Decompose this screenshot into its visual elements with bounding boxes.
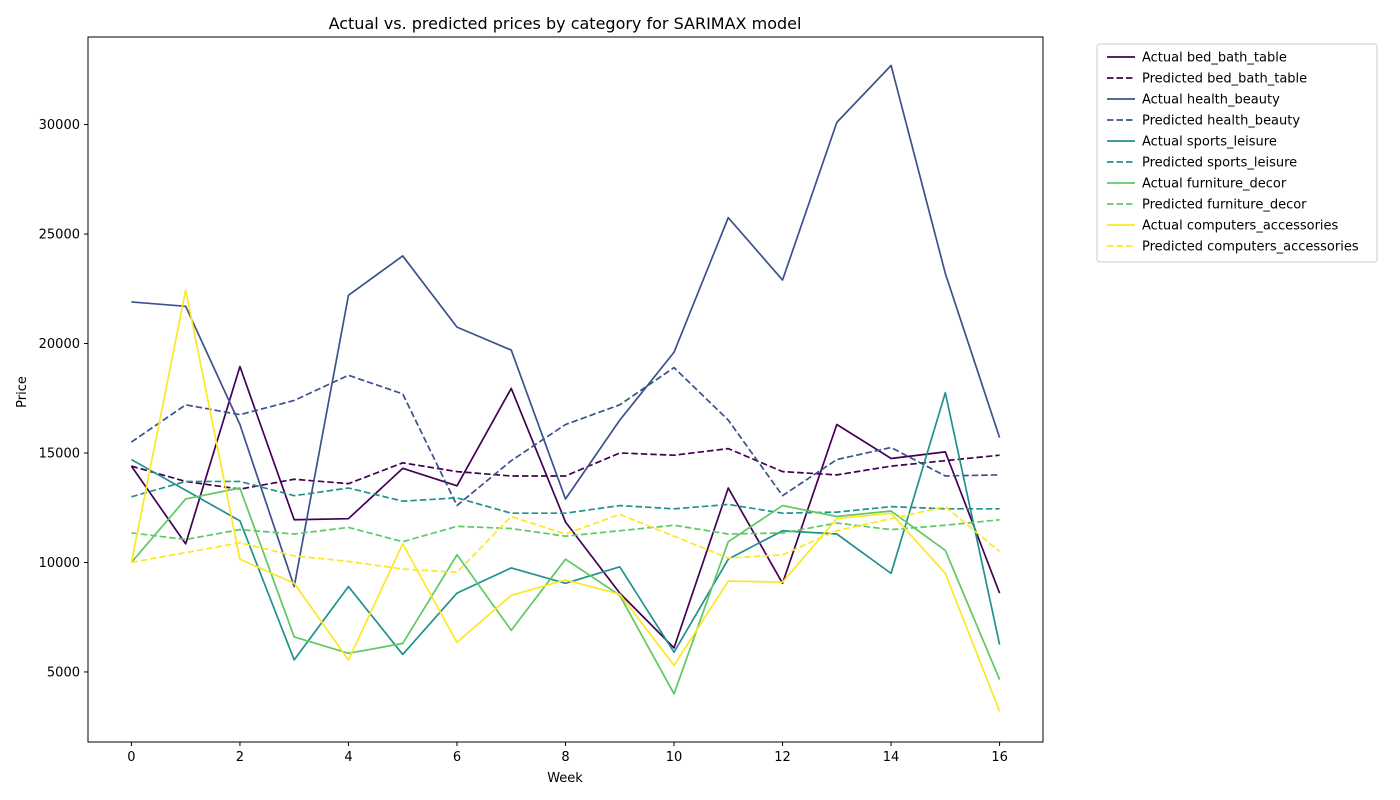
chart-title: Actual vs. predicted prices by category …: [329, 14, 802, 33]
x-axis-label: Week: [547, 771, 583, 786]
y-tick-label-5: 30000: [39, 118, 80, 133]
series-line-8: [130, 289, 1001, 712]
legend: Actual bed_bath_table Predicted bed_bath_…: [1096, 43, 1378, 263]
y-axis-label: Price: [15, 376, 30, 408]
y-tick-label-3: 20000: [39, 337, 80, 352]
plot-frame: [87, 36, 1044, 743]
x-tick-label-8: 16: [991, 750, 1008, 765]
y-tick-label-4: 25000: [39, 228, 80, 243]
series-line-9: [131, 505, 1001, 574]
legend-label-5: Predicted sports_leisure: [1142, 156, 1297, 171]
legend-label-2: Actual health_beauty: [1142, 93, 1280, 108]
legend-label-6: Actual furniture_decor: [1142, 177, 1287, 192]
series-layer: [130, 64, 1001, 712]
legend-label-0: Actual bed_bath_table: [1142, 51, 1287, 66]
series-line-6: [130, 487, 1001, 695]
series-line-5: [131, 480, 1000, 515]
x-tick-label-2: 4: [344, 750, 352, 765]
x-tick-label-4: 8: [561, 750, 569, 765]
series-line-7: [131, 518, 1000, 543]
x-tick-label-5: 10: [666, 750, 683, 765]
series-line-3: [130, 366, 1000, 507]
series-line-2: [131, 64, 1001, 588]
y-tick-label-1: 10000: [39, 556, 80, 571]
legend-label-1: Predicted bed_bath_table: [1142, 72, 1307, 87]
y-tick-label-0: 5000: [47, 665, 80, 680]
axes-layer: 0 2 4 6 8 10 12 14 16 5000 10000 15000 20000 25000 300…: [39, 36, 1044, 765]
series-line-1: [131, 447, 1000, 490]
legend-box: [1096, 43, 1378, 263]
y-tick-label-2: 15000: [39, 446, 80, 461]
x-tick-label-7: 14: [883, 750, 900, 765]
series-line-0: [130, 365, 1001, 649]
x-tick-label-6: 12: [774, 750, 791, 765]
legend-label-3: Predicted health_beauty: [1142, 114, 1300, 129]
legend-label-4: Actual sports_leisure: [1142, 135, 1277, 150]
x-tick-label-1: 2: [236, 750, 244, 765]
legend-label-8: Actual computers_accessories: [1142, 219, 1339, 234]
legend-label-7: Predicted furniture_decor: [1142, 198, 1307, 213]
x-tick-label-0: 0: [127, 750, 135, 765]
series-line-4: [130, 391, 1001, 661]
x-tick-label-3: 6: [453, 750, 461, 765]
legend-label-9: Predicted computers_accessories: [1142, 240, 1359, 255]
